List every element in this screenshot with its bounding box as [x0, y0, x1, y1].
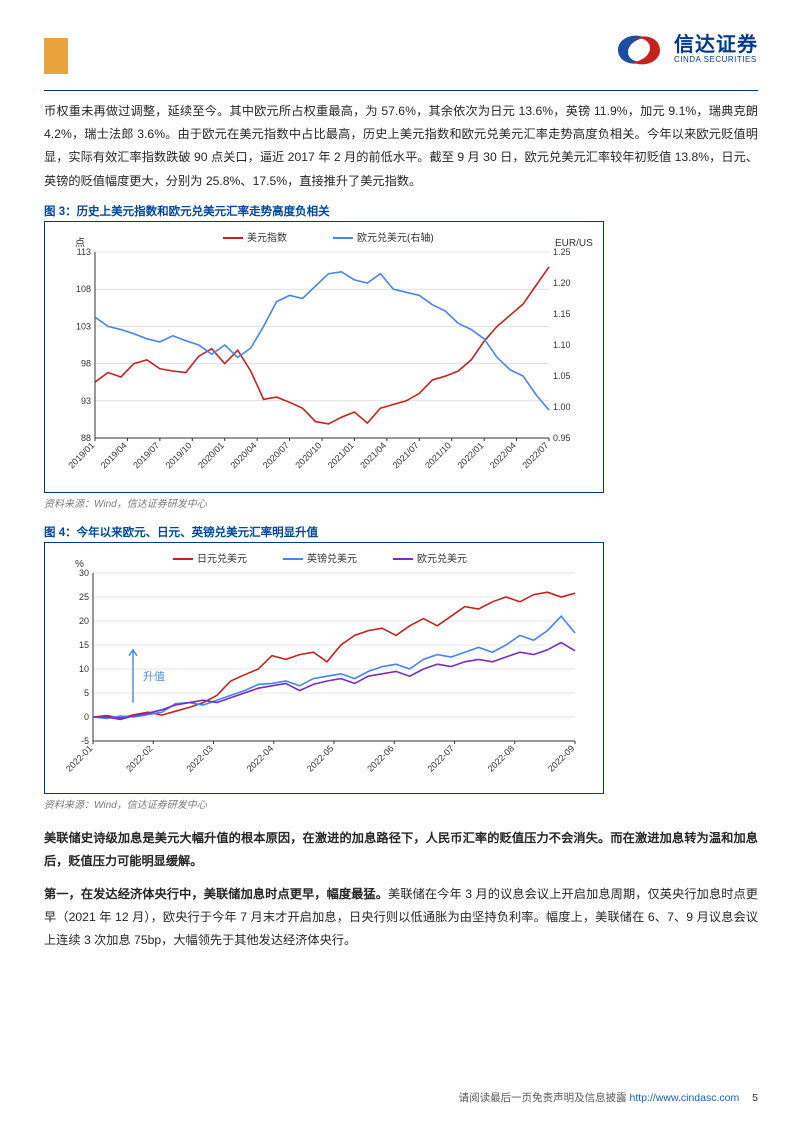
- svg-text:1.05: 1.05: [553, 371, 571, 381]
- svg-text:1.15: 1.15: [553, 309, 571, 319]
- svg-text:5: 5: [84, 688, 89, 698]
- brand-swirl-icon: [612, 30, 666, 70]
- svg-text:1.10: 1.10: [553, 340, 571, 350]
- figure-4-source: 资料来源：Wind，信达证券研发中心: [44, 796, 758, 811]
- footer-link[interactable]: http://www.cindasc.com: [630, 1092, 740, 1104]
- figure-4-chart: 日元兑美元英镑兑美元欧元兑美元%-50510152025302022-01202…: [44, 542, 604, 794]
- svg-text:113: 113: [77, 247, 91, 257]
- svg-text:20: 20: [79, 616, 89, 626]
- body-paragraph-2-bold: 美联储史诗级加息是美元大幅升值的根本原因，在激进的加息路径下，人民币汇率的贬值压…: [44, 827, 758, 873]
- figure-3-chart: 美元指数欧元兑美元(右轴)点EUR/USD8893981031081130.95…: [44, 221, 604, 493]
- svg-text:98: 98: [81, 358, 91, 368]
- brand-logo: 信达证券 CINDA SECURITIES: [612, 30, 758, 70]
- svg-text:日元兑美元: 日元兑美元: [197, 552, 247, 565]
- svg-text:10: 10: [79, 664, 89, 674]
- brand-name-cn: 信达证券: [674, 35, 758, 56]
- svg-text:108: 108: [76, 284, 91, 294]
- svg-text:103: 103: [76, 321, 91, 331]
- svg-text:93: 93: [81, 395, 91, 405]
- brand-name-en: CINDA SECURITIES: [674, 56, 758, 64]
- figure-3-source: 资料来源：Wind，信达证券研发中心: [44, 495, 758, 510]
- svg-text:欧元兑美元(右轴): 欧元兑美元(右轴): [357, 231, 434, 244]
- page-footer: 请阅读最后一页免责声明及信息披露 http://www.cindasc.com …: [459, 1090, 758, 1105]
- svg-text:30: 30: [79, 568, 89, 578]
- footer-text: 请阅读最后一页免责声明及信息披露: [459, 1092, 627, 1104]
- header-accent-bar: [44, 38, 68, 74]
- svg-text:25: 25: [79, 592, 89, 602]
- body-paragraph-1: 币权重未再做过调整，延续至今。其中欧元所占权重最高，为 57.6%，其余依次为日…: [44, 100, 758, 193]
- svg-text:1.25: 1.25: [553, 247, 571, 257]
- figure-3-title: 图 3：历史上美元指数和欧元兑美元汇率走势高度负相关: [44, 203, 758, 219]
- header-divider: [44, 90, 758, 91]
- svg-text:欧元兑美元: 欧元兑美元: [417, 552, 467, 565]
- figure-4-title: 图 4：今年以来欧元、日元、英镑兑美元汇率明显升值: [44, 524, 758, 540]
- svg-text:升值: 升值: [143, 670, 165, 683]
- svg-text:1.20: 1.20: [553, 278, 571, 288]
- page-number: 5: [752, 1092, 758, 1104]
- svg-text:15: 15: [79, 640, 89, 650]
- body-paragraph-3: 第一，在发达经济体央行中，美联储加息时点更早，幅度最猛。美联储在今年 3 月的议…: [44, 883, 758, 953]
- svg-text:0.95: 0.95: [553, 433, 571, 443]
- body-para3-lead: 第一，在发达经济体央行中，美联储加息时点更早，幅度最猛。: [44, 887, 388, 901]
- svg-text:0: 0: [84, 712, 89, 722]
- svg-text:英镑兑美元: 英镑兑美元: [307, 552, 357, 565]
- svg-text:1.00: 1.00: [553, 402, 571, 412]
- svg-text:美元指数: 美元指数: [247, 231, 287, 244]
